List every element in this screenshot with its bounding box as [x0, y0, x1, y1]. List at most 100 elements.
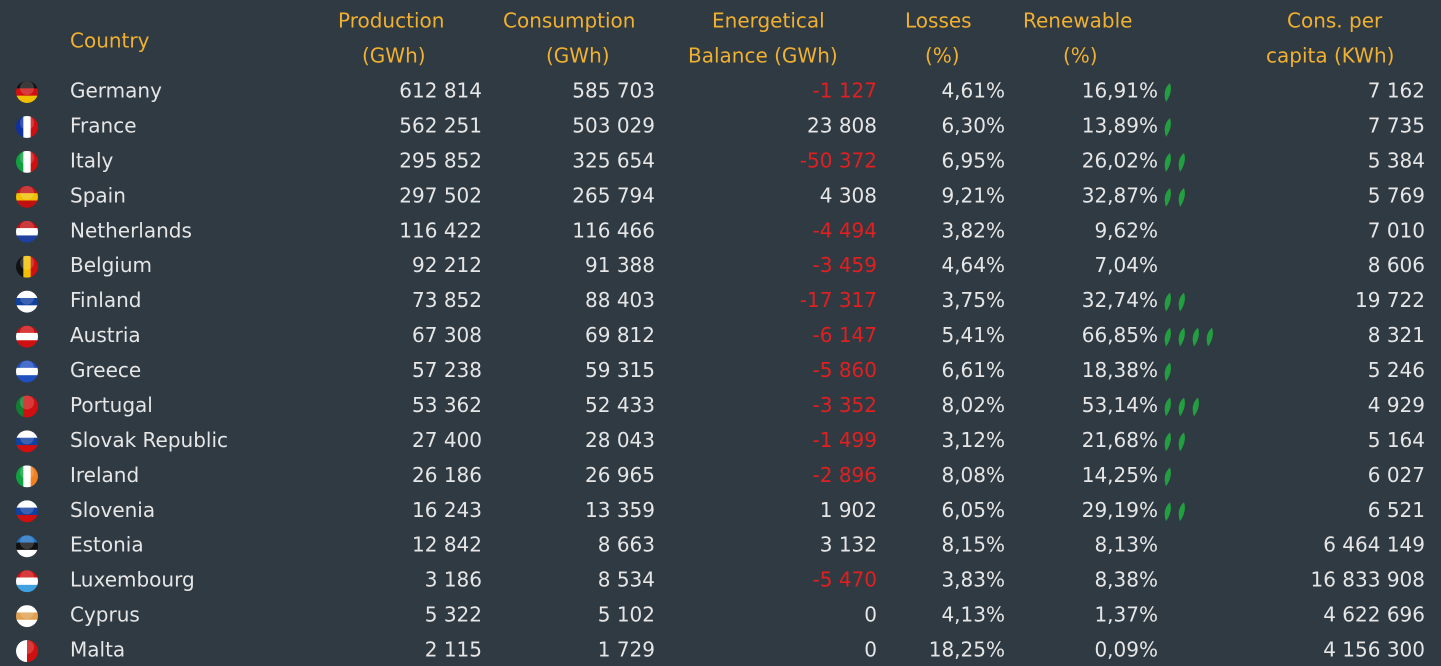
cell-value: 4 929 — [1368, 393, 1425, 417]
flag-stripe — [16, 500, 38, 509]
leaf-icon — [1164, 432, 1171, 452]
flag-stripe — [16, 549, 38, 558]
cell-value: 8,15% — [941, 533, 1005, 557]
cell-value: 92 212 — [412, 253, 482, 277]
cell-value: 8 534 — [598, 568, 655, 592]
column-header: Balance (GWh) — [688, 44, 838, 68]
cell-value: 6 464 149 — [1323, 533, 1425, 557]
cell-value: 1,37% — [1094, 603, 1158, 627]
country-name: Portugal — [70, 393, 153, 417]
leaf-icon — [1178, 187, 1185, 207]
cell-value: 8,02% — [941, 393, 1005, 417]
cell-value: 16,91% — [1082, 79, 1158, 103]
flag-stripe — [16, 115, 24, 138]
flag-stripe — [16, 430, 38, 439]
cell-value: 9,21% — [941, 183, 1005, 207]
cell-value: 4 156 300 — [1323, 638, 1425, 662]
flag-stripe — [16, 542, 38, 551]
cell-value: 116 466 — [572, 218, 655, 242]
flag-stripe — [16, 360, 38, 369]
country-name: Belgium — [70, 253, 152, 277]
flag-stripe — [16, 297, 38, 306]
flag-stripe — [16, 612, 38, 621]
cell-value: 7,04% — [1094, 253, 1158, 277]
flag-shine — [20, 360, 34, 375]
cell-value: 32,87% — [1082, 183, 1158, 207]
cell-value: 12 842 — [412, 533, 482, 557]
column-header: Cons. per — [1287, 9, 1383, 33]
cell-value: 6,30% — [941, 113, 1005, 137]
country-name: Malta — [70, 638, 125, 662]
cell-value: 562 251 — [399, 113, 482, 137]
flag-stripe — [16, 290, 38, 299]
cell-value: 503 029 — [572, 113, 655, 137]
cell-value: 69 812 — [585, 323, 655, 347]
cell-value: 3,82% — [941, 218, 1005, 242]
cell-value: 29,19% — [1082, 498, 1158, 522]
cell-value: -3 352 — [813, 393, 877, 417]
cell-value: 18,38% — [1082, 358, 1158, 382]
flag — [16, 465, 38, 488]
cell-value: 8 663 — [598, 533, 655, 557]
cell-value: 6,61% — [941, 358, 1005, 382]
cell-value: 1 902 — [820, 498, 877, 522]
cell-value: 9,62% — [1094, 218, 1158, 242]
flag-stripe — [23, 115, 32, 138]
cell-value: 4 308 — [820, 183, 877, 207]
cell-value: 4 622 696 — [1323, 603, 1425, 627]
cell-value: 26 186 — [412, 463, 482, 487]
cell-value: 5 164 — [1368, 428, 1425, 452]
flag-stripe — [23, 465, 32, 488]
country-name: Italy — [70, 148, 114, 172]
country-name: Ireland — [70, 463, 139, 487]
leaf-icon — [1178, 502, 1185, 522]
cell-value: -2 896 — [813, 463, 877, 487]
flag — [16, 605, 38, 628]
flag — [16, 150, 38, 173]
cell-value: 67 308 — [412, 323, 482, 347]
flag-stripe — [16, 445, 38, 453]
leaf-icon — [1164, 397, 1171, 417]
flag-stripe — [16, 514, 38, 523]
flag-stripe — [30, 255, 38, 278]
cell-value: 19 722 — [1355, 288, 1425, 312]
cell-value: 8 321 — [1368, 323, 1425, 347]
column-header: Losses — [905, 9, 972, 33]
cell-value: 8 606 — [1368, 253, 1425, 277]
flag — [16, 255, 38, 278]
flag-stripe — [16, 584, 38, 593]
cell-value: 27 400 — [412, 428, 482, 452]
leaf-icon — [1164, 83, 1171, 102]
country-name: France — [70, 113, 137, 137]
cell-value: 3,83% — [941, 568, 1005, 592]
column-header: Energetical — [712, 9, 825, 33]
flag-stripe — [16, 332, 38, 341]
flag-stripe — [16, 228, 38, 236]
cell-value: 612 814 — [399, 79, 482, 103]
flag-stripe — [16, 437, 38, 446]
flag-stripe — [16, 305, 38, 313]
cell-value: 6,95% — [941, 148, 1005, 172]
cell-value: 1 729 — [598, 638, 655, 662]
flag-stripe — [23, 255, 32, 278]
cell-value: 52 433 — [585, 393, 655, 417]
flag-stripe — [16, 619, 38, 628]
flag-stripe — [27, 640, 38, 663]
leaf-icon — [1164, 327, 1171, 347]
cell-value: 53 362 — [412, 393, 482, 417]
cell-value: 116 422 — [399, 218, 482, 242]
leaf-icon — [1192, 327, 1199, 347]
flag — [16, 325, 38, 348]
leaf-icon — [1164, 467, 1171, 487]
country-name: Spain — [70, 183, 126, 207]
cell-value: 8,38% — [1094, 568, 1158, 592]
flag-stripe — [16, 95, 38, 103]
column-header: (%) — [925, 44, 960, 68]
cell-value: 0 — [864, 638, 877, 662]
cell-value: -6 147 — [813, 323, 877, 347]
column-header: Consumption — [503, 9, 635, 33]
leaf-icon — [1178, 152, 1185, 172]
cell-value: 4,64% — [941, 253, 1005, 277]
cell-value: 0 — [864, 603, 877, 627]
leaf-icon — [1164, 187, 1171, 207]
